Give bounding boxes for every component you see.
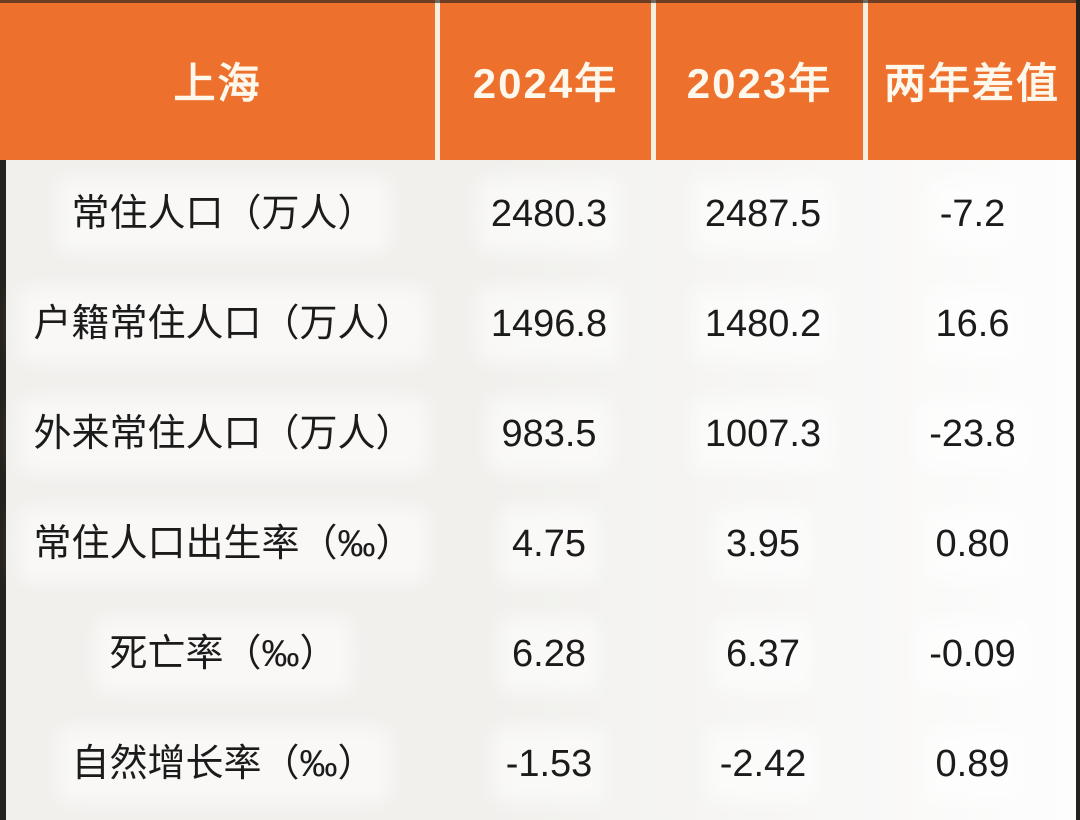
row-label: 户籍常住人口（万人） xyxy=(6,270,441,380)
cell-diff-value: -0.09 xyxy=(869,600,1076,710)
header-year-2024: 2024年 xyxy=(435,0,651,160)
cell-2023-value: 1007.3 xyxy=(657,380,869,490)
table-row-resident-population: 常住人口（万人） 2480.3 2487.5 -7.2 xyxy=(6,160,1076,270)
cell-2023-value: 3.95 xyxy=(657,490,869,600)
cell-2024-value: 6.28 xyxy=(441,600,657,710)
header-year-2023: 2023年 xyxy=(651,0,863,160)
row-label: 死亡率（‰） xyxy=(6,600,441,710)
cell-2023-value: -2.42 xyxy=(657,710,869,820)
header-difference: 两年差值 xyxy=(863,0,1076,160)
cell-diff-value: -7.2 xyxy=(869,160,1076,270)
cell-diff-value: 0.89 xyxy=(869,710,1076,820)
top-edge-line xyxy=(0,0,1076,3)
row-label: 外来常住人口（万人） xyxy=(6,380,441,490)
table-row-natural-growth-rate: 自然增长率（‰） -1.53 -2.42 0.89 xyxy=(6,710,1076,820)
table-body: 常住人口（万人） 2480.3 2487.5 -7.2 户籍常住人口（万人） 1… xyxy=(0,160,1076,820)
table-row-registered-population: 户籍常住人口（万人） 1496.8 1480.2 16.6 xyxy=(6,270,1076,380)
cell-2023-value: 2487.5 xyxy=(657,160,869,270)
table-row-migrant-population: 外来常住人口（万人） 983.5 1007.3 -23.8 xyxy=(6,380,1076,490)
cell-2023-value: 6.37 xyxy=(657,600,869,710)
header-region: 上海 xyxy=(0,0,435,160)
table-row-death-rate: 死亡率（‰） 6.28 6.37 -0.09 xyxy=(6,600,1076,710)
cell-2024-value: 983.5 xyxy=(441,380,657,490)
cell-2024-value: 2480.3 xyxy=(441,160,657,270)
table-header-row: 上海 2024年 2023年 两年差值 xyxy=(0,0,1076,160)
cell-2024-value: -1.53 xyxy=(441,710,657,820)
cell-2024-value: 1496.8 xyxy=(441,270,657,380)
cell-diff-value: -23.8 xyxy=(869,380,1076,490)
row-label: 常住人口出生率（‰） xyxy=(6,490,441,600)
row-label: 自然增长率（‰） xyxy=(6,710,441,820)
cell-2024-value: 4.75 xyxy=(441,490,657,600)
cell-diff-value: 0.80 xyxy=(869,490,1076,600)
cell-2023-value: 1480.2 xyxy=(657,270,869,380)
row-label: 常住人口（万人） xyxy=(6,160,441,270)
cell-diff-value: 16.6 xyxy=(869,270,1076,380)
table-row-birth-rate: 常住人口出生率（‰） 4.75 3.95 0.80 xyxy=(6,490,1076,600)
